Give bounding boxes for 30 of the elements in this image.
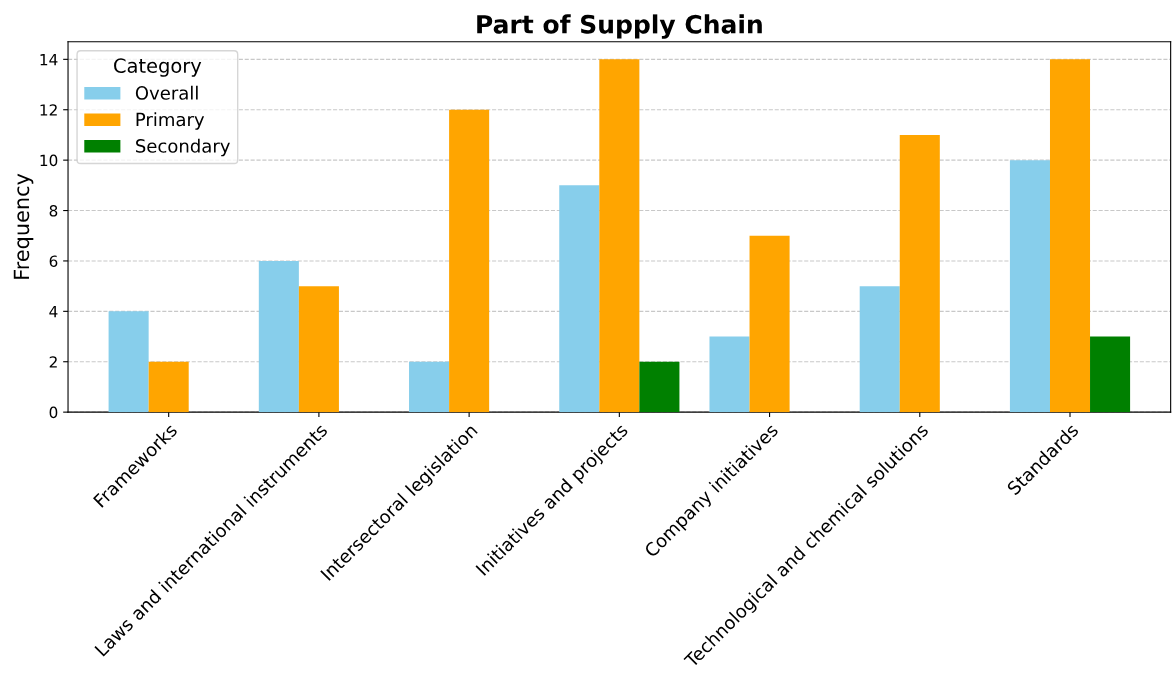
bar (409, 361, 450, 413)
bar (108, 311, 149, 413)
y-tick-label: 0 (49, 406, 58, 419)
bar (749, 235, 790, 413)
bar (1049, 59, 1091, 413)
y-tick-label: 8 (49, 205, 58, 217)
bar (449, 109, 490, 413)
bar (709, 336, 750, 413)
bar (148, 361, 189, 413)
legend-label: Primary (136, 112, 205, 130)
bar (258, 260, 299, 413)
y-tick-label: 2 (49, 356, 57, 368)
y-tick-label: 14 (40, 54, 58, 66)
y-axis-title: Frequency (13, 173, 34, 279)
bar (899, 134, 940, 413)
y-tick-label: 12 (40, 104, 57, 116)
y-tick-label: 10 (40, 154, 58, 167)
bar (599, 59, 640, 413)
bar (1009, 160, 1050, 413)
legend-label: Secondary (136, 138, 230, 157)
bar (639, 361, 680, 413)
y-tick-label: 6 (49, 255, 58, 267)
legend-label: Overall (135, 85, 198, 100)
chart-title: Part of Supply Chain (477, 14, 762, 39)
y-tick-label: 4 (49, 306, 58, 318)
bar (859, 286, 900, 413)
bar (1090, 336, 1131, 413)
bar (559, 185, 600, 413)
legend-title: Category (114, 58, 202, 77)
bar (298, 286, 339, 413)
